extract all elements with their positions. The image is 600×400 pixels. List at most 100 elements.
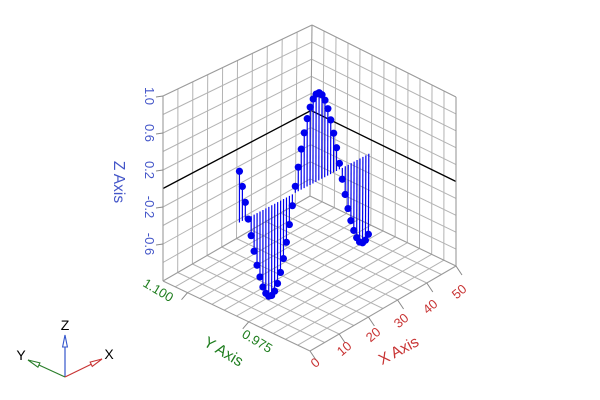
grid-line xyxy=(162,75,312,152)
z-axis-title: Z Axis xyxy=(110,161,127,203)
z-tick-mark xyxy=(155,95,164,98)
stem-marker xyxy=(276,268,285,277)
zero-plane-line xyxy=(310,109,457,183)
triad-y-arrow-line xyxy=(38,364,66,378)
stem-marker xyxy=(291,182,299,190)
z-tick-label: 0.2 xyxy=(142,161,157,179)
x-tick-label: 40 xyxy=(420,296,441,317)
z-tick-label: -0.6 xyxy=(142,233,157,255)
grid-line xyxy=(187,207,335,294)
stem-marker xyxy=(327,116,335,124)
x-axis-title: X Axis xyxy=(376,333,422,368)
y-tick-label: 1.100 xyxy=(141,275,177,305)
triad-z-arrow-arrowhead xyxy=(61,334,69,348)
grid-line xyxy=(174,201,323,288)
stem-marker xyxy=(306,103,314,111)
grid-line xyxy=(223,224,372,311)
triad-x-arrow-arrowhead xyxy=(89,358,103,368)
grid-line xyxy=(285,253,432,340)
x-tick-mark xyxy=(426,282,434,293)
stem-marker xyxy=(338,175,346,183)
stem-marker xyxy=(330,129,338,137)
stem-marker xyxy=(259,283,267,291)
grid-line xyxy=(162,58,312,134)
stem-marker xyxy=(294,163,302,171)
stem-marker xyxy=(335,159,344,167)
x-tick-mark xyxy=(397,299,405,310)
stem-marker xyxy=(285,220,293,229)
grid-line xyxy=(272,248,420,334)
x-axis-edge xyxy=(309,265,457,352)
stem-marker xyxy=(256,273,264,281)
z-tick-label: 0.6 xyxy=(142,124,157,142)
stem-marker xyxy=(273,279,282,288)
z-tick-mark xyxy=(155,169,164,172)
grid-line xyxy=(162,178,311,263)
x-tick-mark xyxy=(309,350,317,361)
stem-marker xyxy=(324,105,332,113)
grid-line xyxy=(260,242,408,329)
stem-marker xyxy=(244,215,252,223)
stem-marker xyxy=(344,204,352,213)
stem-marker xyxy=(241,198,249,206)
stem-marker xyxy=(332,144,341,152)
grid-line xyxy=(162,161,311,245)
grid-line xyxy=(211,218,359,305)
z-tick-label: 1.0 xyxy=(142,87,157,105)
stem-marker xyxy=(341,190,349,199)
y-axis-title: Y Axis xyxy=(201,334,247,371)
zero-plane-line xyxy=(162,109,312,190)
stem-marker xyxy=(361,236,370,244)
stem-marker xyxy=(318,91,326,99)
stem-marker xyxy=(235,167,244,175)
stem-marker xyxy=(297,145,305,153)
triad-y-label: Y xyxy=(16,347,26,363)
stem-marker xyxy=(321,96,329,104)
grid-line xyxy=(162,41,313,115)
box-edge xyxy=(309,195,457,267)
grid-line xyxy=(162,144,311,226)
stem-marker xyxy=(270,287,279,295)
stem-marker xyxy=(253,261,261,269)
grid-line xyxy=(297,259,445,346)
stem-marker xyxy=(247,232,255,240)
z-tick-mark xyxy=(155,132,164,135)
x-tick-label: 50 xyxy=(449,281,470,302)
stem-marker xyxy=(347,217,355,225)
x-tick-label: 20 xyxy=(363,324,384,345)
triad-y-arrow-arrowhead xyxy=(27,359,41,369)
stem-marker xyxy=(279,254,288,263)
stem-marker xyxy=(300,129,308,137)
grid-line xyxy=(162,127,312,208)
y-tick-label: 0.975 xyxy=(240,326,276,356)
x-tick-mark xyxy=(338,333,346,344)
z-tick-label: -0.2 xyxy=(142,196,157,218)
triad-x-arrow-line xyxy=(64,363,92,378)
x-tick-label: 30 xyxy=(391,310,412,331)
x-tick-mark xyxy=(367,316,375,327)
box-edge xyxy=(311,24,457,98)
y-tick-mark xyxy=(242,321,250,330)
grid-line xyxy=(162,92,312,171)
stem-marker xyxy=(282,238,290,246)
stem-marker xyxy=(250,247,258,255)
x-tick-label: 10 xyxy=(334,338,355,359)
x-tick-label: 0 xyxy=(308,354,323,370)
stem-marker xyxy=(288,202,296,210)
box-edge xyxy=(162,24,313,97)
z-tick-mark xyxy=(155,206,164,209)
grid-line xyxy=(199,213,347,299)
triad-x-label: X xyxy=(104,346,114,362)
stem-marker xyxy=(350,226,358,235)
stem-marker xyxy=(303,115,311,123)
stem-marker xyxy=(238,182,246,191)
y-tick-mark xyxy=(181,292,188,300)
triad-z-label: Z xyxy=(61,317,70,333)
x-tick-mark xyxy=(455,265,463,276)
box-edge xyxy=(162,195,311,282)
y-axis-edge xyxy=(162,280,311,352)
z-tick-mark xyxy=(155,243,164,246)
grid-line xyxy=(248,236,396,323)
